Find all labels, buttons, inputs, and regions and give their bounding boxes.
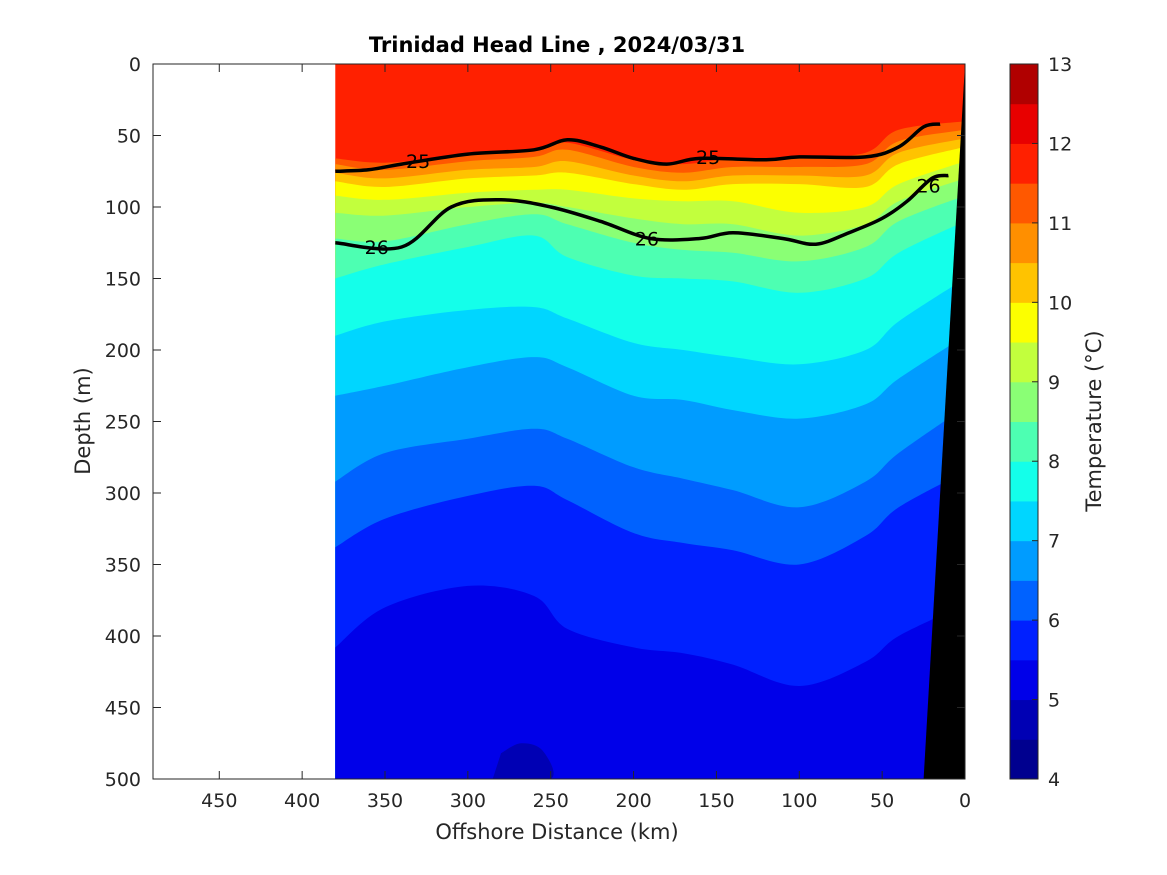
x-tick-label: 200 [615,790,651,812]
y-tick-label: 350 [105,555,141,577]
colorbar-level [1010,540,1038,581]
colorbar-tick-label: 10 [1048,292,1072,314]
temperature-band-5 [492,743,554,779]
y-tick-label: 400 [105,626,141,648]
colorbar-level [1010,262,1038,303]
seafloor [923,64,965,779]
colorbar-level [1010,620,1038,661]
contour-label: 25 [696,147,720,169]
contour-label: 26 [635,228,659,250]
colorbar-level [1010,342,1038,383]
colorbar-tick-label: 9 [1048,372,1060,394]
colorbar-tick-label: 5 [1048,690,1060,712]
colorbar-level [1010,461,1038,502]
chart-title: Trinidad Head Line , 2024/03/31 [369,33,745,57]
colorbar-tick-label: 6 [1048,610,1060,632]
x-tick-label: 400 [284,790,320,812]
contour-label: 26 [916,176,940,198]
y-tick-label: 500 [105,769,141,791]
x-tick-label: 150 [698,790,734,812]
colorbar: 4 5 6 7 8 9 10 11 12 13 [1009,54,1072,791]
colorbar-level [1010,103,1038,144]
colorbar-level [1010,500,1038,542]
y-tick-label: 200 [105,340,141,362]
density-contours [335,122,949,251]
colorbar-level [1010,381,1038,422]
y-axis-ticks: 0 50 100 150 200 250 300 350 400 450 500 [105,54,965,791]
colorbar-level [1010,222,1038,264]
colorbar-tick-label: 4 [1048,769,1060,791]
x-tick-label: 350 [367,790,403,812]
y-tick-label: 450 [105,698,141,720]
y-tick-label: 150 [105,269,141,291]
y-tick-label: 50 [117,126,141,148]
colorbar-tick-label: 13 [1048,54,1072,76]
x-tick-label: 250 [533,790,569,812]
colorbar-level [1010,421,1038,462]
x-tick-label: 50 [870,790,894,812]
y-tick-label: 0 [129,54,141,76]
y-tick-label: 300 [105,483,141,505]
temperature-bands [335,64,965,779]
colorbar-tick-label: 7 [1048,531,1060,553]
colorbar-tick-label: 11 [1048,213,1072,235]
colorbar-level [1010,580,1038,621]
colorbar-level [1010,302,1038,343]
x-tick-label: 0 [959,790,971,812]
colorbar-level [1010,739,1038,780]
colorbar-level [1010,659,1038,701]
colorbar-tick-label: 12 [1048,133,1072,155]
colorbar-label: Temperature (°C) [1082,330,1106,512]
x-tick-label: 100 [781,790,817,812]
y-axis-label: Depth (m) [71,367,95,474]
contour-label: 26 [365,237,389,259]
contour-labels: 25 25 26 26 26 [365,147,941,259]
contour-label: 25 [406,151,430,173]
x-axis-ticks: 450 400 350 300 250 200 150 100 50 0 [201,64,971,812]
temperature-band-5.5 [335,585,965,779]
colorbar-level [1010,183,1038,224]
x-tick-label: 450 [201,790,237,812]
x-tick-label: 300 [450,790,486,812]
density-contour-26 [335,173,949,251]
colorbar-level [1010,699,1038,740]
density-contour-25 [335,122,941,174]
colorbar-frame [1009,63,1039,780]
colorbar-tick-label: 8 [1048,451,1060,473]
x-axis-label: Offshore Distance (km) [435,820,678,844]
y-tick-label: 100 [105,197,141,219]
y-tick-label: 250 [105,412,141,434]
seafloor-mask [923,64,965,779]
colorbar-level [1010,64,1038,105]
colorbar-level [1010,143,1038,184]
